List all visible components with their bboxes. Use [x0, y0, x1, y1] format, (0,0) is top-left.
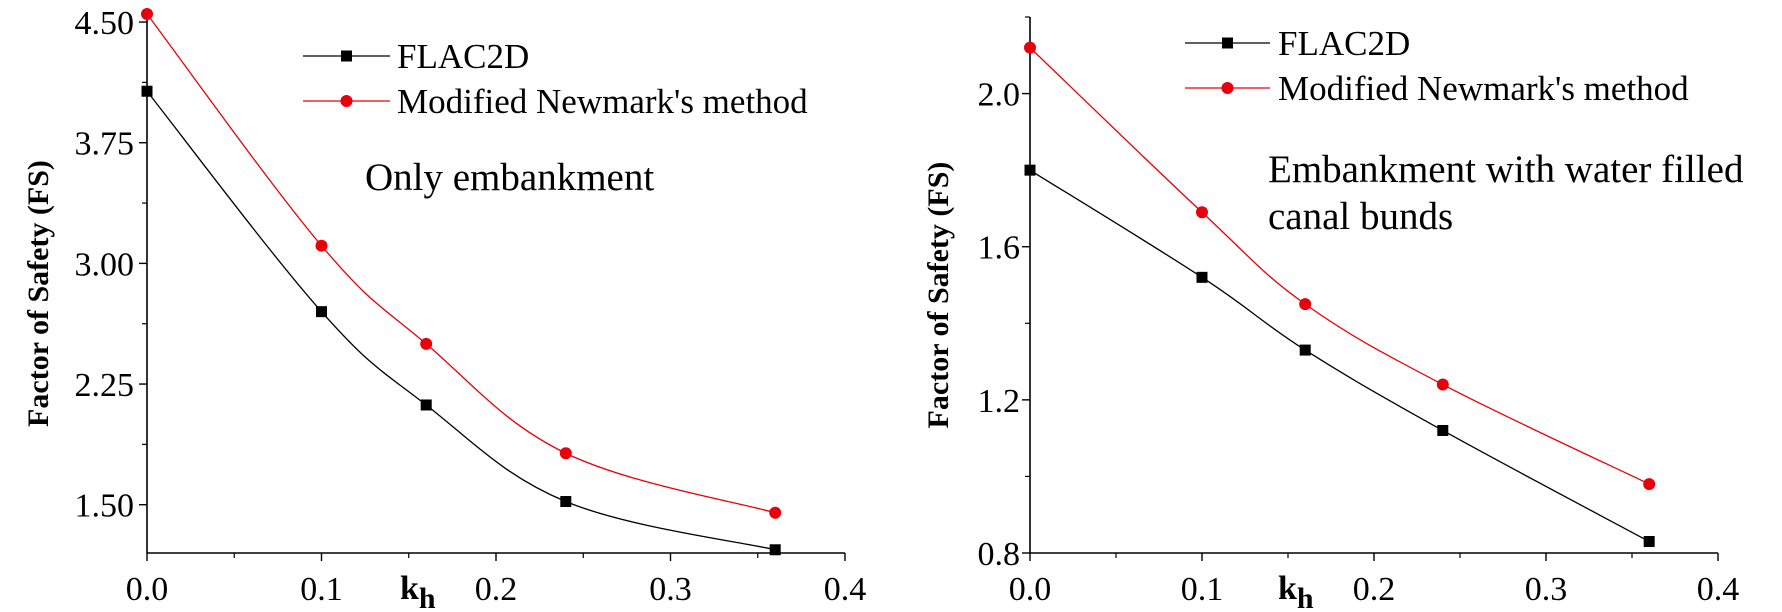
series-modified-newmark [141, 8, 782, 519]
chart-annotation: Only embankment [365, 156, 654, 199]
data-point-circle [559, 447, 572, 460]
chart-panel-1: 0.0 0.1 0.2 0.3 0.4 1.50 2.25 3.00 3.75 4.50 Facto… [22, 5, 866, 612]
data-point-square [420, 399, 432, 411]
data-point-square [1643, 536, 1655, 548]
legend-marker-circle [1221, 82, 1234, 94]
y-tick-label: 3.00 [75, 246, 135, 283]
data-point-square [141, 85, 153, 97]
y-tick-label: 1.6 [978, 230, 1021, 267]
chart-panel-2: 0.0 0.1 0.2 0.3 0.4 0.8 1.2 1.6 2.0 Factor of Saf… [922, 16, 1744, 612]
data-point-square [1299, 344, 1311, 356]
legend-label: FLAC2D [1278, 24, 1410, 63]
x-axis-label: kh [1278, 570, 1314, 612]
data-point-circle [420, 337, 433, 350]
data-point-square [1437, 424, 1449, 436]
data-point-circle [1643, 478, 1656, 491]
y-tick-label: 1.2 [978, 383, 1021, 420]
legend-entry: FLAC2D [303, 37, 529, 76]
y-tick-label: 2.0 [978, 77, 1021, 114]
data-point-square [1024, 164, 1036, 176]
x-axis-label: kh [400, 570, 436, 612]
x-tick-label: 0.2 [475, 571, 518, 608]
y-tick-label: 1.50 [75, 488, 135, 525]
x-axis-label-sub: h [1297, 582, 1314, 612]
x-axis-label-main: k [1278, 570, 1297, 607]
legend-entry: Modified Newmark's method [303, 82, 808, 121]
data-point-circle [1024, 41, 1036, 54]
series-line [1029, 47, 1650, 485]
x-tick-label: 0.3 [649, 571, 692, 608]
x-tick-label: 0.2 [1353, 571, 1396, 608]
chart-annotation: Embankment with water filled [1268, 148, 1744, 191]
y-tick-label: 2.25 [75, 367, 135, 404]
data-point-square [316, 306, 327, 318]
series-modified-newmark [1024, 41, 1656, 491]
legend-marker-square [1222, 37, 1233, 49]
legend-entry: FLAC2D [1185, 24, 1410, 63]
series-flac2d [141, 85, 781, 556]
x-tick-label: 0.0 [126, 571, 169, 608]
y-tick-label: 4.50 [75, 5, 135, 42]
x-tick-label: 0.0 [1009, 571, 1052, 608]
legend-marker-square [341, 50, 352, 62]
x-axis-label-main: k [400, 570, 419, 607]
y-axis-label: Factor of Safety (FS) [22, 160, 55, 427]
x-tick-label: 0.1 [1181, 571, 1224, 608]
data-point-square [560, 496, 572, 508]
data-point-circle [769, 506, 782, 519]
y-tick-label: 0.8 [978, 536, 1021, 573]
chart-annotation: canal bunds [1268, 195, 1453, 238]
legend-entry: Modified Newmark's method [1185, 69, 1689, 108]
series-flac2d [1024, 164, 1655, 548]
x-tick-label: 0.4 [824, 571, 867, 608]
y-axis-label: Factor of Safety (FS) [922, 162, 955, 429]
legend-label: Modified Newmark's method [397, 82, 808, 121]
data-point-square [769, 544, 781, 556]
data-point-circle [1299, 298, 1312, 311]
legend-label: Modified Newmark's method [1278, 69, 1689, 108]
y-tick-label: 3.75 [75, 126, 135, 163]
x-tick-label: 0.3 [1525, 571, 1568, 608]
data-point-circle [141, 8, 153, 20]
data-point-circle [1436, 378, 1449, 391]
data-point-circle [315, 239, 328, 252]
data-point-square [1196, 271, 1208, 283]
x-tick-label: 0.4 [1697, 571, 1740, 608]
legend-marker-circle [340, 95, 353, 107]
x-axis-label-sub: h [419, 582, 436, 612]
data-point-circle [1196, 206, 1208, 219]
x-tick-label: 0.1 [300, 571, 343, 608]
legend-label: FLAC2D [397, 37, 529, 76]
